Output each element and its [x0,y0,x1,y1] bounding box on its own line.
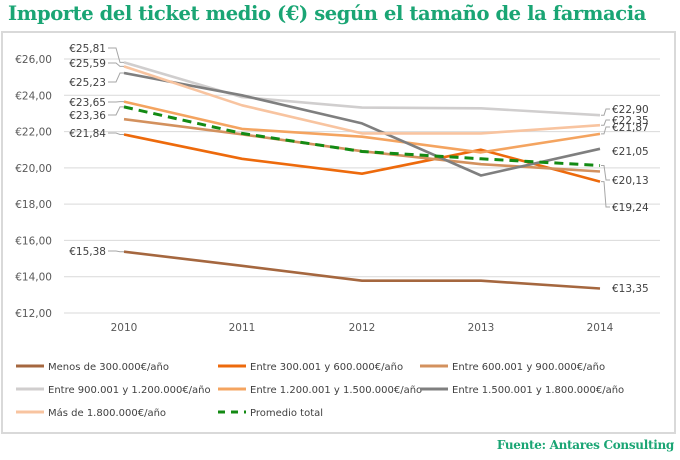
series-line-3 [123,61,601,117]
leader-line [601,126,610,135]
legend-label-1: Entre 300.001 y 600.000€/año [250,362,403,373]
data-label-end: €22,90 [612,104,649,116]
series-lines [123,61,601,290]
leader-line [108,62,124,67]
data-label-end: €21,05 [612,146,649,158]
y-tick-label: €26,00 [15,54,52,66]
data-label-end: €22,35 [612,115,649,127]
y-tick-label: €14,00 [15,272,52,284]
data-label-end: €19,24 [612,202,649,214]
leader-line [108,72,124,83]
legend-label-2: Entre 600.001 y 900.000€/año [452,362,605,373]
leader-line [108,106,124,116]
y-tick-label: €12,00 [15,308,52,320]
x-tick-label: 2010 [111,322,138,334]
source-note: Fuente: Antares Consulting [496,438,674,452]
legend-label-3: Entre 900.001 y 1.200.000€/año [48,385,211,396]
x-tick-label: 2011 [229,322,256,334]
legend-label-4: Entre 1.200.001 y 1.500.000€/año [250,385,422,396]
data-label-start: €25,59 [69,58,106,70]
y-axis-ticks: €12,00 €14,00 €16,00 €18,00 €20,00 €22,00 €24,… [15,54,52,320]
data-label-start: €21,84 [69,128,106,140]
x-tick-label: 2012 [349,322,376,334]
data-label-start: €25,23 [69,77,106,89]
y-tick-label: €16,00 [15,235,52,247]
series-line-1 [123,133,601,183]
data-label-start: €23,65 [69,97,106,109]
legend: Menos de 300.000€/año Entre 300.001 y 600… [16,362,624,419]
series-line-4 [123,100,601,154]
legend-label-5: Entre 1.500.001 y 1.800.000€/año [452,385,624,396]
leader-line [108,47,124,63]
chart-frame [1,31,676,434]
legend-label-7: Promedio total [250,408,323,419]
chart-title: Importe del ticket medio (€) según el ta… [8,2,646,25]
leader-line [601,165,610,181]
leader-line [108,250,124,253]
x-axis-ticks: 2010 2011 2012 2013 2014 [111,322,614,334]
y-tick-label: €22,00 [15,127,52,139]
data-label-end: €13,35 [612,283,649,295]
leader-line [601,181,610,208]
data-label-start: €25,81 [69,43,106,55]
series-line-5 [123,71,601,177]
series-line-7 [123,105,601,167]
legend-label-6: Más de 1.800.000€/año [48,407,166,419]
series-line-0 [123,250,601,290]
data-label-start: €23,36 [69,110,106,122]
leader-line [601,108,610,116]
data-label-start: €15,38 [69,246,106,258]
series-line-6 [123,65,601,135]
gridlines [64,58,660,314]
x-tick-label: 2013 [468,322,495,334]
y-tick-label: €24,00 [15,90,52,102]
data-label-end: €21,87 [612,122,649,134]
legend-label-0: Menos de 300.000€/año [48,362,169,373]
leader-line [601,119,610,126]
data-label-end: €20,13 [612,175,649,187]
y-tick-label: €20,00 [15,163,52,175]
data-labels: €15,38 €21,84 €25,81 €23,65 €25,23 €25,59 €23,… [69,43,649,295]
x-tick-label: 2014 [587,322,614,334]
y-tick-label: €18,00 [15,199,52,211]
leader-line [108,132,124,135]
